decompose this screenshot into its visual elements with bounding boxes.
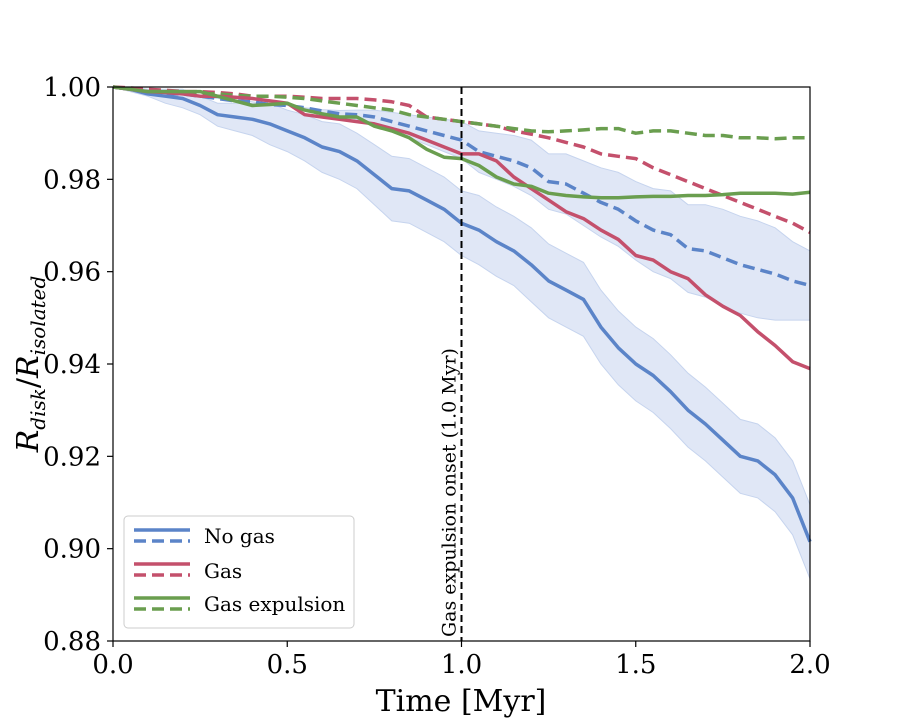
x-tick-label: 2.0: [789, 650, 830, 680]
x-tick-label: 0.0: [92, 650, 133, 680]
y-tick-label: 0.98: [43, 165, 101, 195]
y-tick-label: 0.94: [43, 350, 101, 380]
x-tick-label: 1.0: [441, 650, 482, 680]
legend-label-gas-expulsion: Gas expulsion: [204, 592, 345, 616]
legend: No gas Gas Gas expulsion: [123, 515, 355, 629]
y-tick-label: 1.00: [43, 73, 101, 103]
y-tick-label: 0.92: [43, 442, 101, 472]
legend-entry-gas: Gas: [134, 559, 242, 583]
legend-entry-no-gas: No gas: [134, 524, 275, 548]
x-tick-label: 0.5: [267, 650, 308, 680]
onset-annotation: Gas expulsion onset (1.0 Myr): [439, 348, 461, 637]
y-label-num: R: [11, 430, 46, 454]
y-label-slash: /: [11, 377, 46, 388]
x-tick-label: 1.5: [615, 650, 656, 680]
y-tick-label: 0.88: [43, 627, 101, 657]
y-axis-label: Rdisk/Risolated: [11, 276, 50, 454]
x-axis-label: Time [Myr]: [376, 684, 547, 719]
y-label-den-sub: isolated: [26, 276, 50, 356]
y-tick-label: 0.96: [43, 258, 101, 288]
legend-label-gas: Gas: [204, 559, 242, 583]
legend-label-no-gas: No gas: [204, 524, 275, 548]
y-label-num-sub: disk: [26, 388, 50, 430]
y-label-den: R: [11, 355, 46, 379]
x-axis-ticks: 0.0 0.5 1.0 1.5 2.0: [92, 641, 831, 680]
legend-entry-gas-expulsion: Gas expulsion: [134, 592, 345, 616]
y-axis-ticks: 0.88 0.90 0.92 0.94 0.96 0.98 1.00: [43, 73, 113, 657]
svg-text:Rdisk/Risolated: Rdisk/Risolated: [11, 276, 50, 454]
y-tick-label: 0.90: [43, 535, 101, 565]
legend-box: [123, 515, 355, 629]
